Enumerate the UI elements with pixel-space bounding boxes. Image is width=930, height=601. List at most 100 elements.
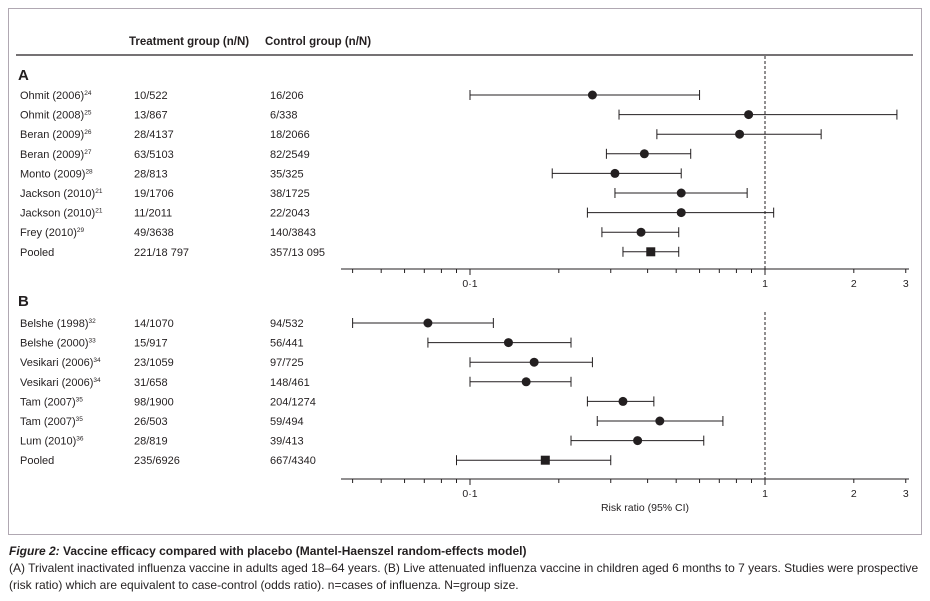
study-label: Vesikari (2006)34 — [20, 357, 101, 369]
point-estimate-marker — [521, 377, 531, 387]
panel-B-label: B — [18, 293, 29, 310]
x-axis-label: Risk ratio (95% CI) — [601, 502, 689, 514]
tick-label: 1 — [762, 278, 768, 290]
figure-title: Vaccine efficacy compared with placebo (… — [59, 544, 527, 558]
study-reference: 36 — [76, 436, 84, 443]
study-label: Jackson (2010)21 — [20, 188, 103, 200]
control-value: 59/494 — [270, 416, 304, 428]
figure-caption-text: (A) Trivalent inactivated influenza vacc… — [9, 561, 919, 592]
point-estimate-marker — [618, 396, 628, 406]
study-label: Frey (2010)29 — [20, 227, 84, 239]
tick-label: 2 — [851, 488, 857, 500]
control-value: 18/2066 — [270, 129, 310, 141]
study-reference: 32 — [89, 318, 97, 325]
study-label: Tam (2007)35 — [20, 416, 83, 428]
study-label: Pooled — [20, 455, 54, 467]
treatment-value: 28/819 — [134, 436, 168, 448]
treatment-value: 31/658 — [134, 377, 168, 389]
point-estimate-marker — [633, 436, 643, 446]
treatment-value: 28/4137 — [134, 129, 174, 141]
study-label: Ohmit (2006)24 — [20, 90, 92, 102]
study-reference: 34 — [93, 377, 101, 384]
study-reference: 25 — [84, 110, 92, 117]
pooled-estimate-marker — [646, 247, 656, 257]
control-column-header: Control group (n/N) — [265, 36, 371, 48]
tick-label: 1 — [762, 488, 768, 500]
control-value: 140/3843 — [270, 227, 316, 239]
study-label: Tam (2007)35 — [20, 396, 83, 408]
point-estimate-marker — [676, 208, 686, 218]
study-reference: 26 — [84, 129, 92, 136]
study-reference: 24 — [84, 90, 92, 97]
study-reference: 29 — [77, 227, 85, 234]
point-estimate-marker — [655, 416, 665, 426]
control-value: 148/461 — [270, 377, 310, 389]
treatment-value: 23/1059 — [134, 357, 174, 369]
treatment-value: 63/5103 — [134, 149, 174, 161]
point-estimate-marker — [744, 110, 754, 120]
pooled-estimate-marker — [540, 455, 550, 465]
study-reference: 34 — [93, 357, 101, 364]
control-value: 35/325 — [270, 168, 304, 180]
control-value: 56/441 — [270, 338, 304, 350]
tick-label: 3 — [903, 278, 909, 290]
study-reference: 33 — [89, 338, 97, 345]
treatment-value: 49/3638 — [134, 227, 174, 239]
treatment-value: 221/18 797 — [134, 247, 189, 259]
treatment-value: 28/813 — [134, 168, 168, 180]
point-estimate-marker — [587, 90, 597, 100]
study-label: Belshe (1998)32 — [20, 318, 96, 330]
study-reference: 21 — [95, 188, 103, 195]
treatment-value: 26/503 — [134, 416, 168, 428]
forest-plot: Treatment group (n/N) Control group (n/N)… — [16, 36, 913, 514]
figure-frame — [8, 8, 922, 535]
treatment-value: 98/1900 — [134, 396, 174, 408]
control-value: 82/2549 — [270, 149, 310, 161]
figure-label: Figure 2: — [9, 544, 60, 558]
study-label: Beran (2009)26 — [20, 129, 92, 141]
control-value: 97/725 — [270, 357, 304, 369]
point-estimate-marker — [423, 318, 433, 328]
tick-label: 0·1 — [462, 488, 477, 500]
treatment-value: 235/6926 — [134, 455, 180, 467]
treatment-value: 10/522 — [134, 90, 168, 102]
point-estimate-marker — [529, 357, 539, 367]
treatment-value: 14/1070 — [134, 318, 174, 330]
treatment-value: 19/1706 — [134, 188, 174, 200]
control-value: 16/206 — [270, 90, 304, 102]
study-label: Vesikari (2006)34 — [20, 377, 101, 389]
study-reference: 27 — [84, 149, 92, 156]
point-estimate-marker — [676, 188, 686, 198]
control-value: 357/13 095 — [270, 247, 325, 259]
study-reference: 28 — [85, 168, 93, 175]
control-value: 39/413 — [270, 436, 304, 448]
study-label: Monto (2009)28 — [20, 168, 93, 180]
point-estimate-marker — [503, 338, 513, 348]
study-label: Pooled — [20, 247, 54, 259]
point-estimate-marker — [636, 227, 646, 237]
panel-A-label: A — [18, 67, 29, 84]
study-label: Ohmit (2008)25 — [20, 110, 92, 122]
point-estimate-marker — [610, 168, 620, 178]
control-value: 6/338 — [270, 110, 298, 122]
study-label: Belshe (2000)33 — [20, 338, 96, 350]
point-estimate-marker — [639, 149, 649, 159]
control-value: 38/1725 — [270, 188, 310, 200]
point-estimate-marker — [735, 129, 745, 139]
treatment-value: 11/2011 — [134, 208, 172, 220]
study-reference: 35 — [76, 416, 84, 423]
tick-label: 2 — [851, 278, 857, 290]
study-reference: 35 — [76, 396, 84, 403]
treatment-value: 15/917 — [134, 338, 168, 350]
study-reference: 21 — [95, 208, 103, 215]
control-value: 94/532 — [270, 318, 304, 330]
control-value: 22/2043 — [270, 208, 310, 220]
tick-label: 0·1 — [462, 278, 477, 290]
tick-label: 3 — [903, 488, 909, 500]
control-value: 667/4340 — [270, 455, 316, 467]
study-label: Beran (2009)27 — [20, 149, 92, 161]
control-value: 204/1274 — [270, 396, 316, 408]
figure-caption: Figure 2: Vaccine efficacy compared with… — [9, 543, 921, 594]
treatment-column-header: Treatment group (n/N) — [129, 36, 249, 48]
treatment-value: 13/867 — [134, 110, 168, 122]
